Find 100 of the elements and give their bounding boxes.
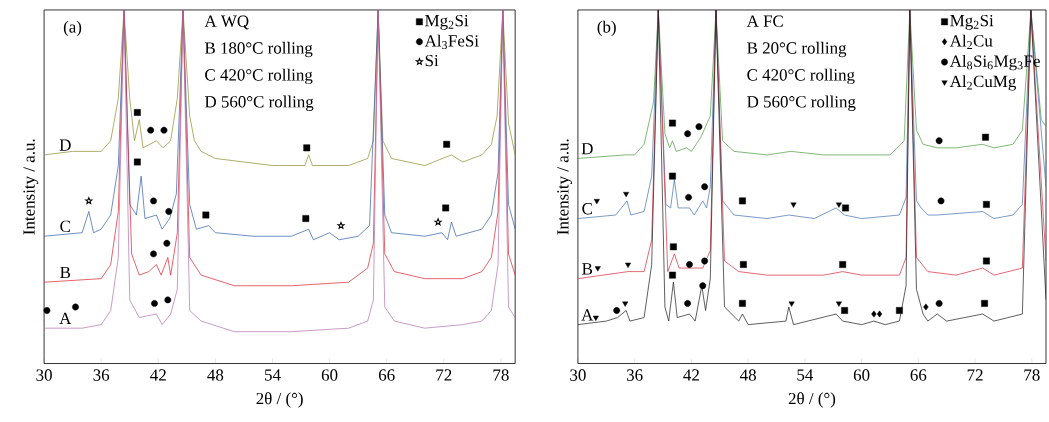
point: [623, 191, 630, 198]
point: [669, 172, 676, 180]
point: [202, 211, 210, 219]
annotation: B 20°C rolling: [747, 41, 847, 58]
point: [442, 204, 450, 212]
text: (a): [63, 20, 82, 36]
point: [133, 108, 141, 116]
x-tick-label: 30: [36, 369, 52, 381]
point: [699, 282, 707, 289]
point: [935, 299, 943, 307]
point: [163, 239, 171, 247]
point: [935, 137, 943, 145]
point: [669, 271, 676, 279]
x-tick-label: 78: [493, 369, 509, 381]
point: [983, 200, 990, 208]
point: [686, 261, 693, 268]
legend-label: Si: [425, 54, 439, 67]
point: [695, 123, 703, 130]
annotation: D 560°C rolling: [204, 95, 314, 111]
annotation: A FC: [746, 15, 783, 27]
series-label: A: [581, 309, 594, 321]
point: [443, 140, 451, 148]
point: [669, 119, 676, 127]
point: [981, 299, 988, 307]
text: (b): [597, 20, 616, 36]
x-tick-label: 66: [378, 369, 395, 381]
x-tick-label: 54: [797, 369, 814, 381]
x-tick-label: 72: [967, 369, 983, 381]
x-tick-label: 66: [910, 369, 927, 381]
point: [684, 299, 691, 307]
point: [133, 158, 141, 166]
point: [871, 310, 877, 318]
point: [43, 306, 51, 314]
point: [303, 144, 311, 152]
point: [739, 197, 746, 205]
legend-label: Al$_{2}$CuMg: [949, 75, 1017, 91]
legend-label: Al$_{3}$FeSi: [424, 34, 479, 49]
point: [937, 197, 945, 205]
x-tick-label: 36: [627, 369, 643, 381]
x-tick-label: 36: [93, 369, 110, 381]
point: [434, 218, 442, 226]
annotation: C 420°C rolling: [747, 68, 855, 84]
annotation: A WQ: [204, 15, 249, 30]
x-tick-label: 42: [150, 369, 166, 381]
annotation: C 420°C rolling: [205, 68, 313, 84]
point: [151, 299, 158, 307]
point: [896, 306, 903, 314]
x-axis-title: 2θ / (°): [788, 392, 836, 408]
point: [72, 303, 79, 311]
point: [983, 257, 990, 265]
point: [790, 202, 797, 208]
x-tick-label: 48: [207, 369, 224, 381]
legend-label: Mg$_{2}$Si: [950, 14, 994, 30]
legend-label: Mg$_{2}$Si: [425, 14, 469, 30]
x-axis-title: 2θ / (°): [256, 392, 303, 408]
point: [842, 204, 849, 212]
series-label: D: [59, 139, 71, 151]
series-label: B: [60, 266, 71, 278]
x-tick-label: 60: [321, 369, 338, 381]
series-label: A: [59, 312, 72, 324]
point: [841, 306, 848, 314]
point: [165, 207, 173, 215]
annotation: D 560°C rolling: [747, 95, 856, 111]
point: [164, 296, 172, 304]
point: [670, 243, 677, 251]
series-label: C: [60, 220, 70, 232]
point: [982, 133, 989, 141]
series-label: B: [582, 263, 593, 275]
point: [740, 261, 747, 268]
point: [150, 250, 157, 258]
point: [701, 257, 709, 265]
point: [622, 301, 629, 307]
x-tick-label: 78: [1024, 369, 1040, 381]
point: [685, 193, 692, 201]
point: [337, 221, 345, 229]
point: [150, 197, 157, 205]
point: [839, 261, 847, 268]
point: [835, 301, 842, 307]
x-tick-label: 54: [265, 369, 281, 381]
point: [594, 266, 601, 272]
point: [85, 197, 93, 204]
x-tick-label: 30: [570, 369, 586, 381]
series-label: C: [582, 202, 592, 215]
y-axis-title: Intensity / a.u.: [23, 139, 39, 235]
series-label: D: [581, 143, 593, 155]
point: [613, 306, 621, 314]
point: [593, 198, 600, 205]
point: [147, 126, 155, 134]
point: [684, 130, 691, 137]
point: [625, 262, 631, 268]
point: [739, 299, 746, 307]
legend-label: Al$_{2}$Cu: [949, 34, 993, 49]
y-axis-title: Intensity / a.u.: [557, 139, 573, 235]
point: [160, 126, 168, 134]
point: [302, 215, 310, 222]
x-tick-label: 60: [853, 369, 870, 381]
point: [876, 310, 883, 318]
point: [788, 301, 795, 307]
annotation: B 180°C rolling: [204, 41, 313, 58]
x-tick-label: 72: [436, 369, 452, 381]
